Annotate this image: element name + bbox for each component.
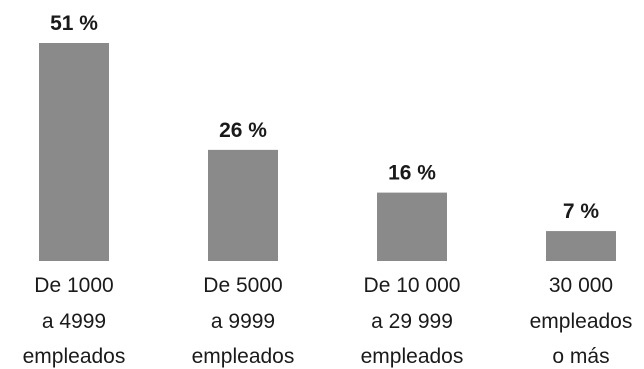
- value-label-1: 51 %: [50, 12, 98, 35]
- bar-1: [39, 43, 109, 261]
- value-labels-group: 51 % 26 % 16 % 7 %: [50, 12, 599, 223]
- category-label-3-line-1: De 10 000: [364, 274, 461, 297]
- category-label-4-line-1: 30 000: [549, 274, 613, 297]
- bar-4: [546, 231, 616, 261]
- category-label-4-line-3: o más: [552, 345, 609, 368]
- category-label-3-line-3: empleados: [361, 345, 464, 368]
- category-label-2-line-1: De 5000: [203, 274, 282, 297]
- category-label-1-line-3: empleados: [23, 345, 126, 368]
- category-label-2-line-3: empleados: [192, 345, 295, 368]
- category-label-2-line-2: a 9999: [211, 310, 275, 333]
- category-label-4-line-2: empleados: [530, 310, 633, 333]
- value-label-3: 16 %: [388, 162, 436, 185]
- bars-group: [39, 43, 616, 261]
- category-label-1-line-1: De 1000: [34, 274, 113, 297]
- value-label-4: 7 %: [563, 200, 600, 223]
- category-labels-group: De 1000 a 4999 empleados De 5000 a 9999 emple…: [23, 274, 633, 368]
- bar-3: [377, 192, 447, 261]
- category-label-3-line-2: a 29 999: [371, 310, 453, 333]
- category-label-1-line-2: a 4999: [42, 310, 106, 333]
- bar-2: [208, 149, 278, 261]
- value-label-2: 26 %: [219, 119, 267, 142]
